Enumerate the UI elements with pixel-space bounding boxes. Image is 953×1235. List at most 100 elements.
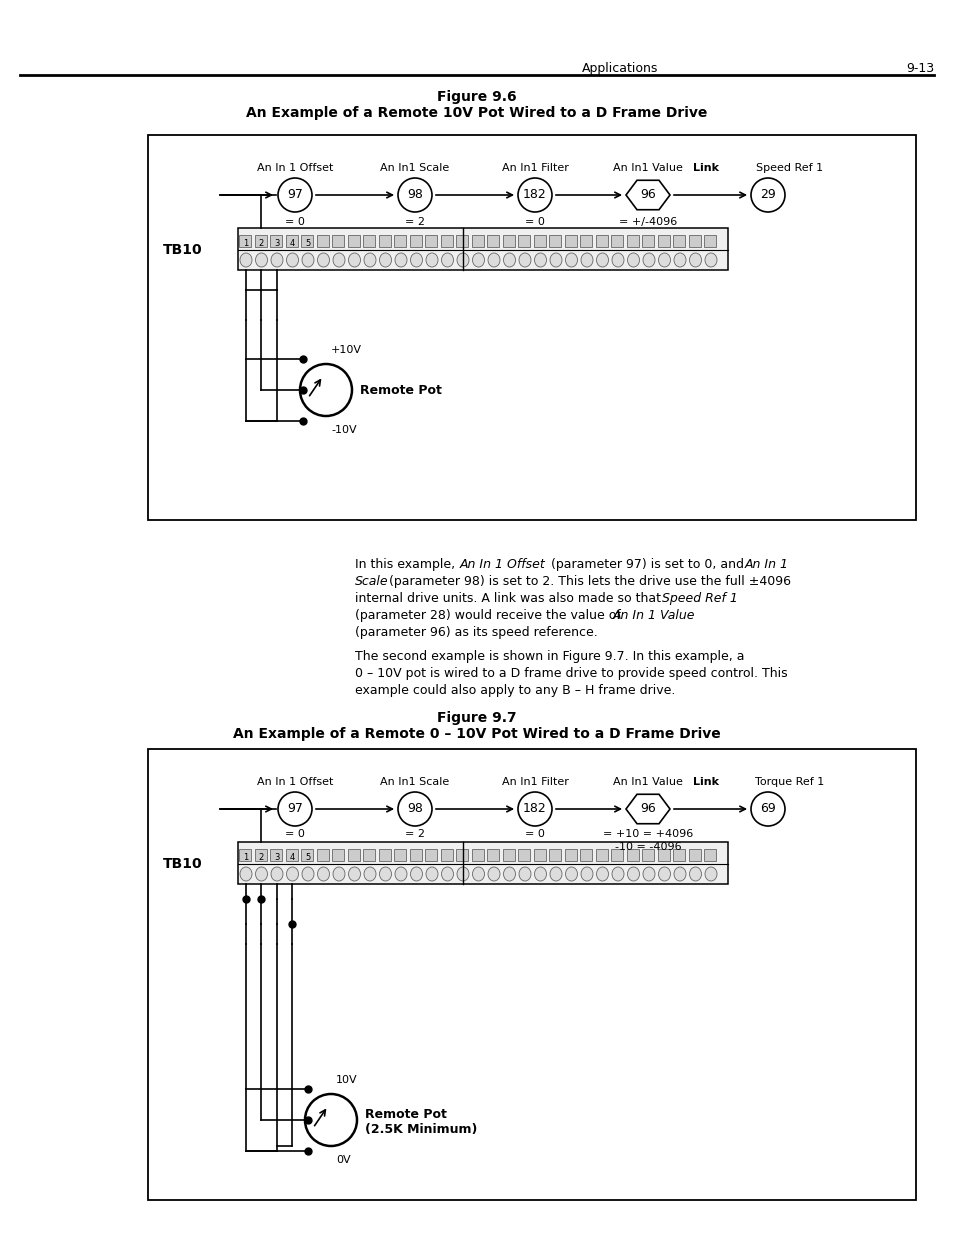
Ellipse shape <box>704 867 717 881</box>
Text: An In 1: An In 1 <box>744 558 788 571</box>
Text: (2.5K Minimum): (2.5K Minimum) <box>365 1124 476 1136</box>
Ellipse shape <box>472 253 484 267</box>
Text: TB10: TB10 <box>163 243 202 257</box>
Text: Figure 9.7: Figure 9.7 <box>436 711 517 725</box>
Bar <box>286 848 297 861</box>
Ellipse shape <box>395 867 407 881</box>
Text: 4: 4 <box>290 853 294 862</box>
Ellipse shape <box>488 867 499 881</box>
Ellipse shape <box>441 867 453 881</box>
Bar <box>425 235 437 247</box>
Text: TB10: TB10 <box>163 857 202 871</box>
Text: An In1 Scale: An In1 Scale <box>380 163 449 173</box>
Text: (parameter 96) as its speed reference.: (parameter 96) as its speed reference. <box>355 626 598 638</box>
Ellipse shape <box>503 253 515 267</box>
Bar <box>673 235 685 247</box>
Text: 182: 182 <box>522 189 546 201</box>
Text: example could also apply to any B – H frame drive.: example could also apply to any B – H fr… <box>355 684 675 697</box>
Text: 97: 97 <box>287 189 303 201</box>
Text: Torque Ref 1: Torque Ref 1 <box>755 777 823 787</box>
Bar <box>472 848 483 861</box>
Ellipse shape <box>518 867 531 881</box>
Text: = 0: = 0 <box>524 829 544 839</box>
Bar <box>316 848 329 861</box>
Ellipse shape <box>456 253 469 267</box>
Text: 9-13: 9-13 <box>905 62 933 75</box>
Bar <box>673 848 685 861</box>
Ellipse shape <box>689 253 700 267</box>
Ellipse shape <box>364 253 375 267</box>
Bar <box>564 848 577 861</box>
Bar <box>254 848 267 861</box>
Bar <box>641 235 654 247</box>
Text: = 0: = 0 <box>285 829 305 839</box>
Bar <box>378 848 391 861</box>
Text: 29: 29 <box>760 189 775 201</box>
Text: Speed Ref 1: Speed Ref 1 <box>661 592 737 605</box>
Ellipse shape <box>286 253 298 267</box>
Ellipse shape <box>627 253 639 267</box>
Bar <box>641 848 654 861</box>
Ellipse shape <box>333 253 345 267</box>
Ellipse shape <box>550 867 561 881</box>
Text: 3: 3 <box>274 853 279 862</box>
Ellipse shape <box>550 253 561 267</box>
Text: An In 1 Value: An In 1 Value <box>613 609 695 622</box>
Bar <box>348 848 359 861</box>
Text: 97: 97 <box>287 803 303 815</box>
Bar <box>534 235 545 247</box>
Text: In this example,: In this example, <box>355 558 458 571</box>
Bar <box>596 848 607 861</box>
Ellipse shape <box>348 867 360 881</box>
Ellipse shape <box>317 867 329 881</box>
Ellipse shape <box>658 867 670 881</box>
Ellipse shape <box>580 867 593 881</box>
Ellipse shape <box>240 867 252 881</box>
Text: 98: 98 <box>407 189 422 201</box>
Bar <box>363 848 375 861</box>
Ellipse shape <box>658 253 670 267</box>
Ellipse shape <box>596 867 608 881</box>
Text: 182: 182 <box>522 803 546 815</box>
Text: Remote Pot: Remote Pot <box>365 1109 446 1121</box>
Bar <box>549 848 561 861</box>
Ellipse shape <box>364 867 375 881</box>
Ellipse shape <box>627 867 639 881</box>
Text: 98: 98 <box>407 803 422 815</box>
Bar <box>658 848 669 861</box>
Text: 0V: 0V <box>335 1155 351 1165</box>
Ellipse shape <box>426 253 437 267</box>
Bar <box>378 235 391 247</box>
Bar <box>703 848 716 861</box>
Text: = +/-4096: = +/-4096 <box>618 217 677 227</box>
Bar <box>487 235 499 247</box>
Bar <box>579 848 592 861</box>
Text: = +10 = +4096: = +10 = +4096 <box>602 829 693 839</box>
Ellipse shape <box>426 867 437 881</box>
Text: An In1 Filter: An In1 Filter <box>501 163 568 173</box>
Ellipse shape <box>286 867 298 881</box>
Bar <box>237 228 727 270</box>
Text: (parameter 98) is set to 2. This lets the drive use the full ±4096: (parameter 98) is set to 2. This lets th… <box>385 576 790 588</box>
Ellipse shape <box>255 867 267 881</box>
Text: Remote Pot: Remote Pot <box>359 384 441 396</box>
Ellipse shape <box>410 867 422 881</box>
Bar <box>688 235 700 247</box>
Ellipse shape <box>472 867 484 881</box>
Ellipse shape <box>441 253 453 267</box>
Ellipse shape <box>673 253 685 267</box>
Bar <box>333 235 344 247</box>
Bar <box>502 848 515 861</box>
Bar <box>410 235 421 247</box>
Bar <box>626 848 639 861</box>
Text: An In1 Scale: An In1 Scale <box>380 777 449 787</box>
Ellipse shape <box>612 253 623 267</box>
Bar <box>301 848 314 861</box>
Bar <box>271 235 282 247</box>
Text: 2: 2 <box>258 853 264 862</box>
Text: An In 1 Offset: An In 1 Offset <box>256 777 333 787</box>
Text: Scale: Scale <box>355 576 388 588</box>
Ellipse shape <box>317 253 329 267</box>
Text: (parameter 97) is set to 0, and: (parameter 97) is set to 0, and <box>546 558 747 571</box>
Ellipse shape <box>240 253 252 267</box>
